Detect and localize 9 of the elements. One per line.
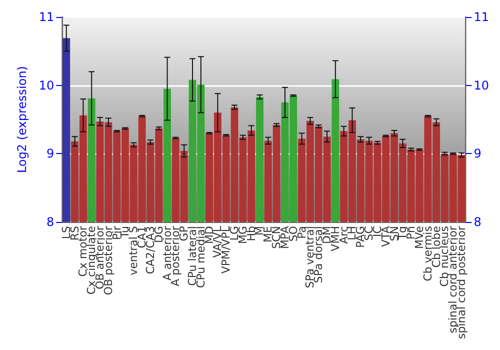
y-tick-label: 11 (38, 10, 54, 24)
y2-tick-label: 10 (474, 78, 490, 92)
y-tick-label: 8 (46, 215, 54, 230)
y-axis-title: Log2 (expression) (15, 66, 29, 174)
y2-tick-label: 11 (474, 10, 490, 24)
y2-tick-label: 9 (474, 146, 482, 161)
y2-tick-label: 8 (474, 215, 482, 230)
y-tick-label: 10 (38, 78, 54, 92)
y-tick-label: 9 (46, 146, 54, 161)
